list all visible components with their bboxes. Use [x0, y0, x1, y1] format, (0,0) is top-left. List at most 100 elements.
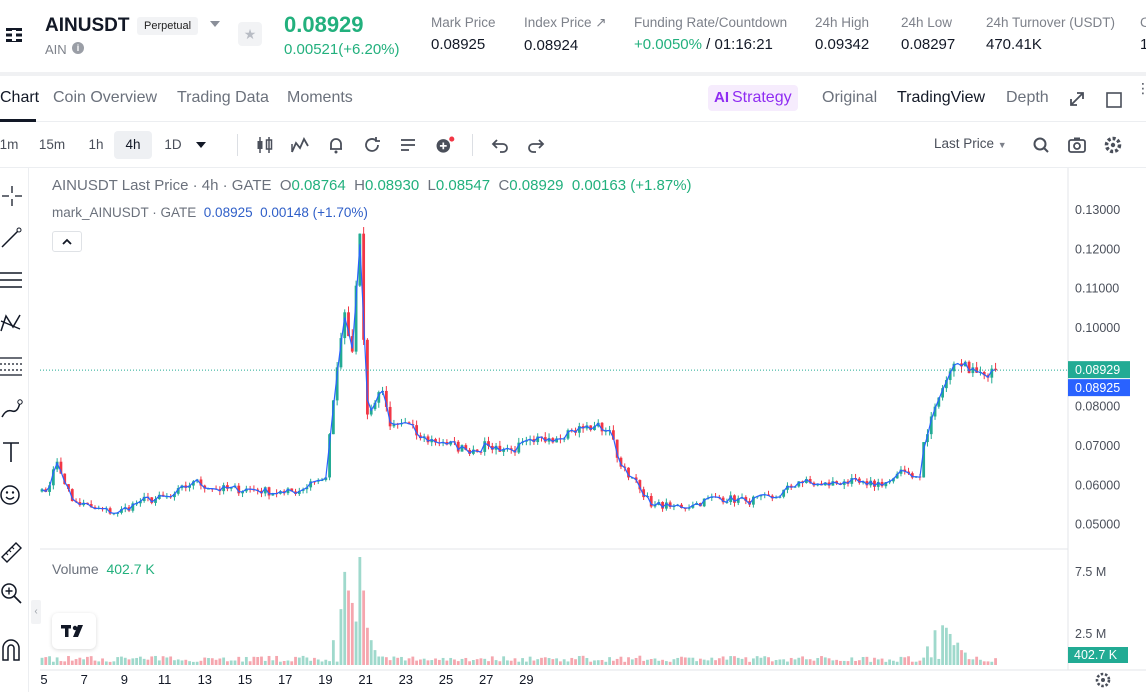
- candle-body: [543, 437, 547, 442]
- volume-bar: [767, 657, 770, 665]
- trend-line-icon[interactable]: [0, 226, 24, 250]
- volume-bar: [112, 661, 116, 665]
- interval-1m[interactable]: 1m: [0, 137, 19, 152]
- favorite-star-icon[interactable]: ★: [238, 22, 262, 46]
- zoom-in-icon[interactable]: [0, 582, 24, 606]
- stat-label: 24h Low: [901, 15, 953, 30]
- volume-bar: [252, 656, 256, 665]
- ruler-icon[interactable]: [0, 539, 24, 563]
- volume-bar: [876, 659, 880, 665]
- candle-body: [263, 487, 267, 494]
- candle-body: [797, 481, 801, 487]
- symbol-name[interactable]: AINUSDT: [45, 15, 130, 36]
- volume-bar: [672, 659, 676, 665]
- view-depth[interactable]: Depth: [1006, 89, 1049, 106]
- drawing-toolbar-toggle[interactable]: ‹: [31, 600, 41, 624]
- info-icon[interactable]: i: [72, 42, 84, 54]
- volume-bar: [941, 625, 944, 665]
- candle-body: [309, 481, 313, 488]
- interval-1d[interactable]: 1D: [164, 137, 182, 152]
- interval-4h[interactable]: 4h: [114, 131, 152, 159]
- candle-body: [899, 469, 903, 474]
- volume-bar: [263, 660, 267, 665]
- templates-icon[interactable]: [397, 134, 419, 156]
- volume-bar: [403, 660, 407, 665]
- candle-body: [967, 361, 971, 374]
- candle-body: [751, 496, 755, 505]
- crosshair-icon[interactable]: [0, 184, 24, 208]
- magnet-icon[interactable]: [0, 638, 24, 662]
- redo-icon[interactable]: [525, 134, 547, 156]
- candle: [78, 498, 82, 507]
- expand-icon[interactable]: [1068, 90, 1086, 108]
- horizontal-lines-icon[interactable]: [0, 268, 24, 292]
- tab-coin-overview[interactable]: Coin Overview: [53, 89, 158, 106]
- camera-icon[interactable]: [1066, 134, 1088, 156]
- text-tool-icon[interactable]: [0, 440, 24, 464]
- tradingview-logo[interactable]: [52, 613, 96, 649]
- volume-bar: [593, 660, 596, 665]
- ai-strategy-button[interactable]: AI Strategy: [708, 85, 798, 111]
- candle-body: [366, 339, 369, 415]
- indicators-icon[interactable]: [289, 134, 311, 156]
- view-tradingview[interactable]: TradingView: [897, 89, 986, 106]
- volume-bar: [574, 659, 577, 665]
- volume-bar: [577, 656, 581, 665]
- volume-bar: [498, 661, 502, 665]
- add-indicator-icon[interactable]: [434, 134, 456, 156]
- volume-bar: [362, 590, 366, 665]
- search-icon[interactable]: [1030, 134, 1052, 156]
- volume-bar: [910, 661, 914, 665]
- emoji-icon[interactable]: [0, 483, 24, 507]
- maximize-icon[interactable]: [1105, 91, 1123, 109]
- candle-body: [827, 482, 831, 486]
- candle-body: [502, 449, 506, 452]
- stat-index-price[interactable]: Index Price ↗ 0.08924: [524, 15, 607, 54]
- volume-bar: [683, 657, 687, 665]
- time-axis: 5 7 9 11 13 15 17 19 21 23 25 27 29: [40, 672, 533, 687]
- candle-type-icon[interactable]: [254, 134, 276, 156]
- undo-icon[interactable]: [489, 134, 511, 156]
- candle-body: [55, 461, 59, 470]
- interval-15m[interactable]: 15m: [38, 137, 66, 152]
- replay-icon[interactable]: [361, 134, 383, 156]
- interval-1h[interactable]: 1h: [88, 137, 104, 152]
- candle: [51, 466, 55, 490]
- volume-bar: [297, 657, 301, 665]
- volume-bar: [350, 602, 354, 665]
- volume-bar: [464, 657, 468, 665]
- price-chart[interactable]: 0.130000.120000.110000.100000.090000.080…: [0, 168, 1146, 692]
- fib-retracement-icon[interactable]: [0, 354, 24, 378]
- volume-bar: [63, 661, 67, 665]
- price-source-select[interactable]: Last Price ▼: [934, 136, 1007, 151]
- candle: [184, 481, 188, 492]
- contract-type-badge: Perpetual: [137, 17, 199, 35]
- price-source-label: Last Price: [934, 136, 995, 151]
- pattern-tool-icon[interactable]: [0, 311, 24, 335]
- interval-dropdown-icon[interactable]: [196, 142, 206, 148]
- volume-bar: [195, 661, 199, 665]
- settings-gear-icon[interactable]: [1102, 134, 1124, 156]
- volume-bar: [173, 660, 176, 665]
- volume-bar: [70, 660, 74, 665]
- candle: [672, 503, 676, 511]
- candle: [952, 361, 956, 377]
- menu-icon[interactable]: [4, 25, 24, 45]
- volume-tick-label: 2.5 M: [1075, 627, 1106, 641]
- volume-bar: [661, 659, 664, 665]
- candle-body: [384, 390, 388, 407]
- candle-body: [929, 416, 933, 435]
- brush-icon[interactable]: [0, 397, 24, 421]
- more-icon[interactable]: ⋮: [1136, 80, 1146, 96]
- view-original[interactable]: Original: [822, 89, 878, 106]
- tab-chart[interactable]: Chart: [0, 89, 40, 106]
- tab-trading-data[interactable]: Trading Data: [177, 89, 269, 106]
- symbol-dropdown-icon[interactable]: [210, 21, 220, 27]
- candle-body: [445, 442, 449, 445]
- candle: [456, 440, 460, 454]
- tab-moments[interactable]: Moments: [287, 89, 353, 106]
- volume-bar: [971, 659, 975, 665]
- alert-icon[interactable]: [325, 134, 347, 156]
- candle: [593, 421, 596, 431]
- legend-collapse-button[interactable]: [52, 231, 82, 252]
